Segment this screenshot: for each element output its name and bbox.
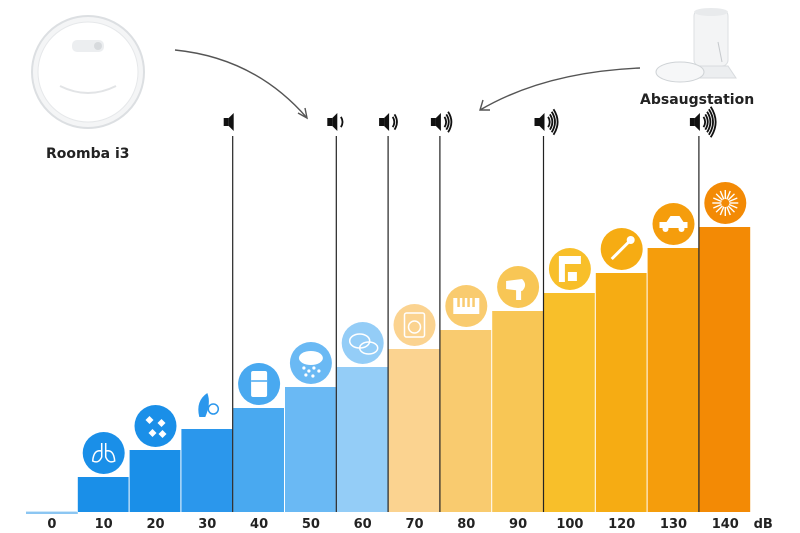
bar-80-db <box>440 330 492 512</box>
speaker-icon <box>430 111 453 133</box>
rain-icon <box>289 342 332 384</box>
speaker-icon <box>327 113 344 131</box>
station-arrow <box>479 67 641 111</box>
tick-label-40: 40 <box>250 517 268 532</box>
speaker-icon <box>379 113 398 131</box>
fireworks-icon <box>704 182 747 224</box>
tick-label-100: 100 <box>556 517 583 532</box>
bar-0-db <box>26 511 77 512</box>
tick-label-50: 50 <box>302 517 320 532</box>
station-arrow-head <box>479 99 490 111</box>
speaker-icon <box>689 106 717 138</box>
bar-30-db <box>181 429 233 512</box>
tick-label-20: 20 <box>146 517 164 532</box>
marker-lines-layer <box>232 136 700 512</box>
piano-icon <box>445 285 488 327</box>
bar-70-db <box>388 349 440 512</box>
tick-label-0: 0 <box>47 517 56 532</box>
tick-label-120: 120 <box>608 517 635 532</box>
tick-label-140: 140 <box>712 517 739 532</box>
lungs-icon <box>82 432 125 474</box>
bar-140-db <box>699 227 751 512</box>
bar-50-db <box>285 387 336 512</box>
robot-arrow <box>174 49 308 119</box>
bar-20-db <box>129 450 181 512</box>
tick-label-70: 70 <box>405 517 423 532</box>
robot-label: Roomba i3 <box>46 146 130 162</box>
washing-machine-icon <box>393 304 436 346</box>
station-image <box>655 8 737 83</box>
robot-vacuum-image <box>31 15 145 129</box>
hairdryer-icon <box>497 266 540 308</box>
bars-layer <box>26 227 751 514</box>
trombone-icon <box>600 228 643 270</box>
unit-label: dB <box>754 517 773 532</box>
tick-label-90: 90 <box>509 517 527 532</box>
fridge-icon <box>238 363 281 405</box>
tick-label-10: 10 <box>95 517 113 532</box>
tick-label-60: 60 <box>354 517 372 532</box>
coffee-machine-icon <box>548 248 591 290</box>
conversation-icon <box>341 322 384 364</box>
bar-130-db <box>647 248 699 512</box>
bar-60-db <box>336 367 388 512</box>
bar-90-db <box>492 311 543 512</box>
station-label: Absaugstation <box>640 92 755 108</box>
tick-labels-layer: 0 10 20 30 40 50 60 70 80 90 100 120 130 140 dB <box>47 517 772 532</box>
tick-label-130: 130 <box>660 517 687 532</box>
speaker-icon <box>223 113 234 131</box>
bar-10-db <box>77 477 129 512</box>
bar-40-db <box>233 408 284 512</box>
bar-100-db <box>544 293 595 512</box>
leaves-icon <box>134 405 177 447</box>
speakers-layer <box>223 106 717 138</box>
tick-label-80: 80 <box>457 517 475 532</box>
bar-120-db <box>595 273 647 512</box>
speaker-icon <box>534 108 559 136</box>
tick-label-30: 30 <box>198 517 216 532</box>
police-car-icon <box>652 203 695 245</box>
robot-arrow-head <box>297 107 308 120</box>
whisper-icon <box>186 384 229 426</box>
icons-layer <box>82 182 747 474</box>
